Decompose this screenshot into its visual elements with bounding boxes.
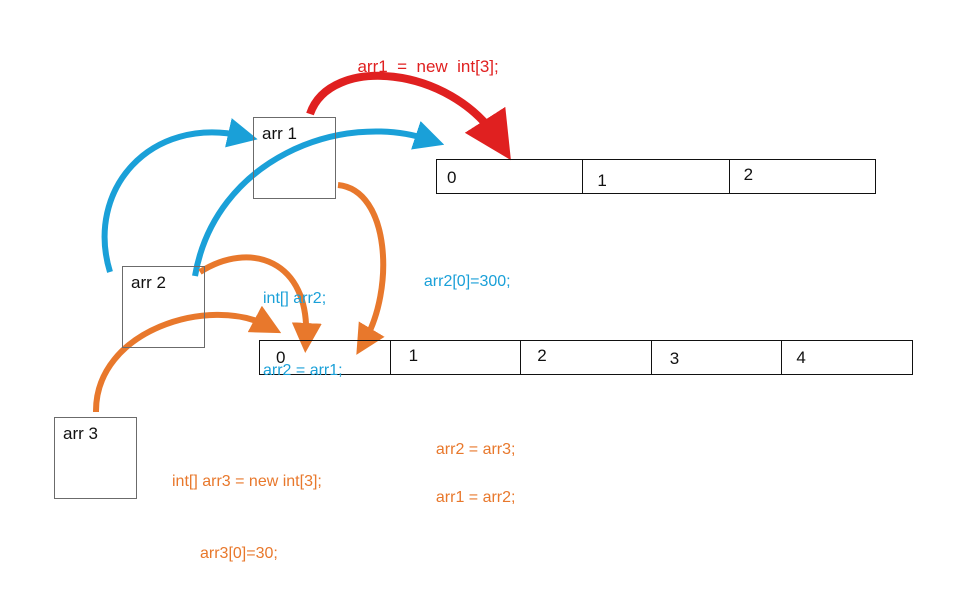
top-array-cell-value: 1 — [597, 171, 607, 190]
arr2-set-text: arr2[0]=300; — [423, 273, 511, 290]
orange-arrow-arr2-to-bottom-array — [198, 254, 322, 353]
arr3-label: arr 3 — [63, 424, 98, 443]
top-array-cell: 1 — [583, 160, 730, 193]
arr1-eq-arr2-code: arr1 = arr2; — [427, 462, 516, 510]
arr3-set-text: arr3[0]=30; — [200, 545, 278, 562]
arr2-label: arr 2 — [131, 273, 166, 292]
orange-arrow-arr3-to-bottom-array — [92, 305, 282, 413]
bottom-array-cell-value: 3 — [669, 349, 680, 368]
bottom-array-cell-value: 0 — [276, 348, 286, 367]
red-arrow-arr1-to-top-array — [306, 71, 511, 161]
blue-arrow-arr2-to-top-array — [192, 121, 445, 277]
arr2-eq-arr3-text: arr2 = arr3; — [435, 441, 516, 458]
header-code: arr1 = new int[3]; — [348, 31, 499, 79]
arr1-box: arr 1 — [253, 117, 336, 199]
bottom-array-cell: 1 — [391, 341, 522, 374]
top-array-cell: 2 — [730, 160, 875, 193]
arr2-code-block: int[] arr2; arr2 = arr1; — [263, 239, 343, 407]
arr1-label: arr 1 — [262, 124, 297, 143]
bottom-array-cell-value: 1 — [408, 346, 419, 365]
arr3-decl-text: int[] arr3 = new int[3]; — [172, 473, 322, 490]
arr3-code-block: int[] arr3 = new int[3]; arr3[0]=30; — [172, 422, 322, 590]
blue-arrow-arr2-to-arr1 — [101, 118, 258, 273]
arr2-decl-text: int[] arr2; — [263, 290, 327, 307]
bottom-array-cell: 0 — [260, 341, 391, 374]
top-array-cell-value: 2 — [743, 165, 754, 184]
bottom-array-cell: 2 — [521, 341, 652, 374]
top-array: 0 1 2 — [436, 159, 876, 194]
arr1-eq-arr2-text: arr1 = arr2; — [435, 489, 516, 506]
bottom-array-cell: 3 — [652, 341, 783, 374]
arr2-set-code: arr2[0]=300; — [415, 246, 511, 294]
arr2-box: arr 2 — [122, 266, 205, 348]
top-array-cell-value: 0 — [447, 168, 457, 187]
orange-arrow-arr1-to-bottom-array — [337, 182, 387, 355]
arr2-eq-arr3-code: arr2 = arr3; — [427, 414, 516, 462]
header-code-text: arr1 = new int[3]; — [357, 57, 499, 76]
arr3-box: arr 3 — [54, 417, 137, 499]
top-array-cell: 0 — [437, 160, 584, 193]
arrow-layer — [92, 71, 511, 413]
arr2-assign-text: arr2 = arr1; — [263, 362, 343, 379]
bottom-array-cell-value: 4 — [796, 348, 806, 367]
bottom-array-cell: 4 — [782, 341, 912, 374]
bottom-array-cell-value: 2 — [537, 346, 547, 365]
bottom-array: 0 1 2 3 4 — [259, 340, 913, 375]
